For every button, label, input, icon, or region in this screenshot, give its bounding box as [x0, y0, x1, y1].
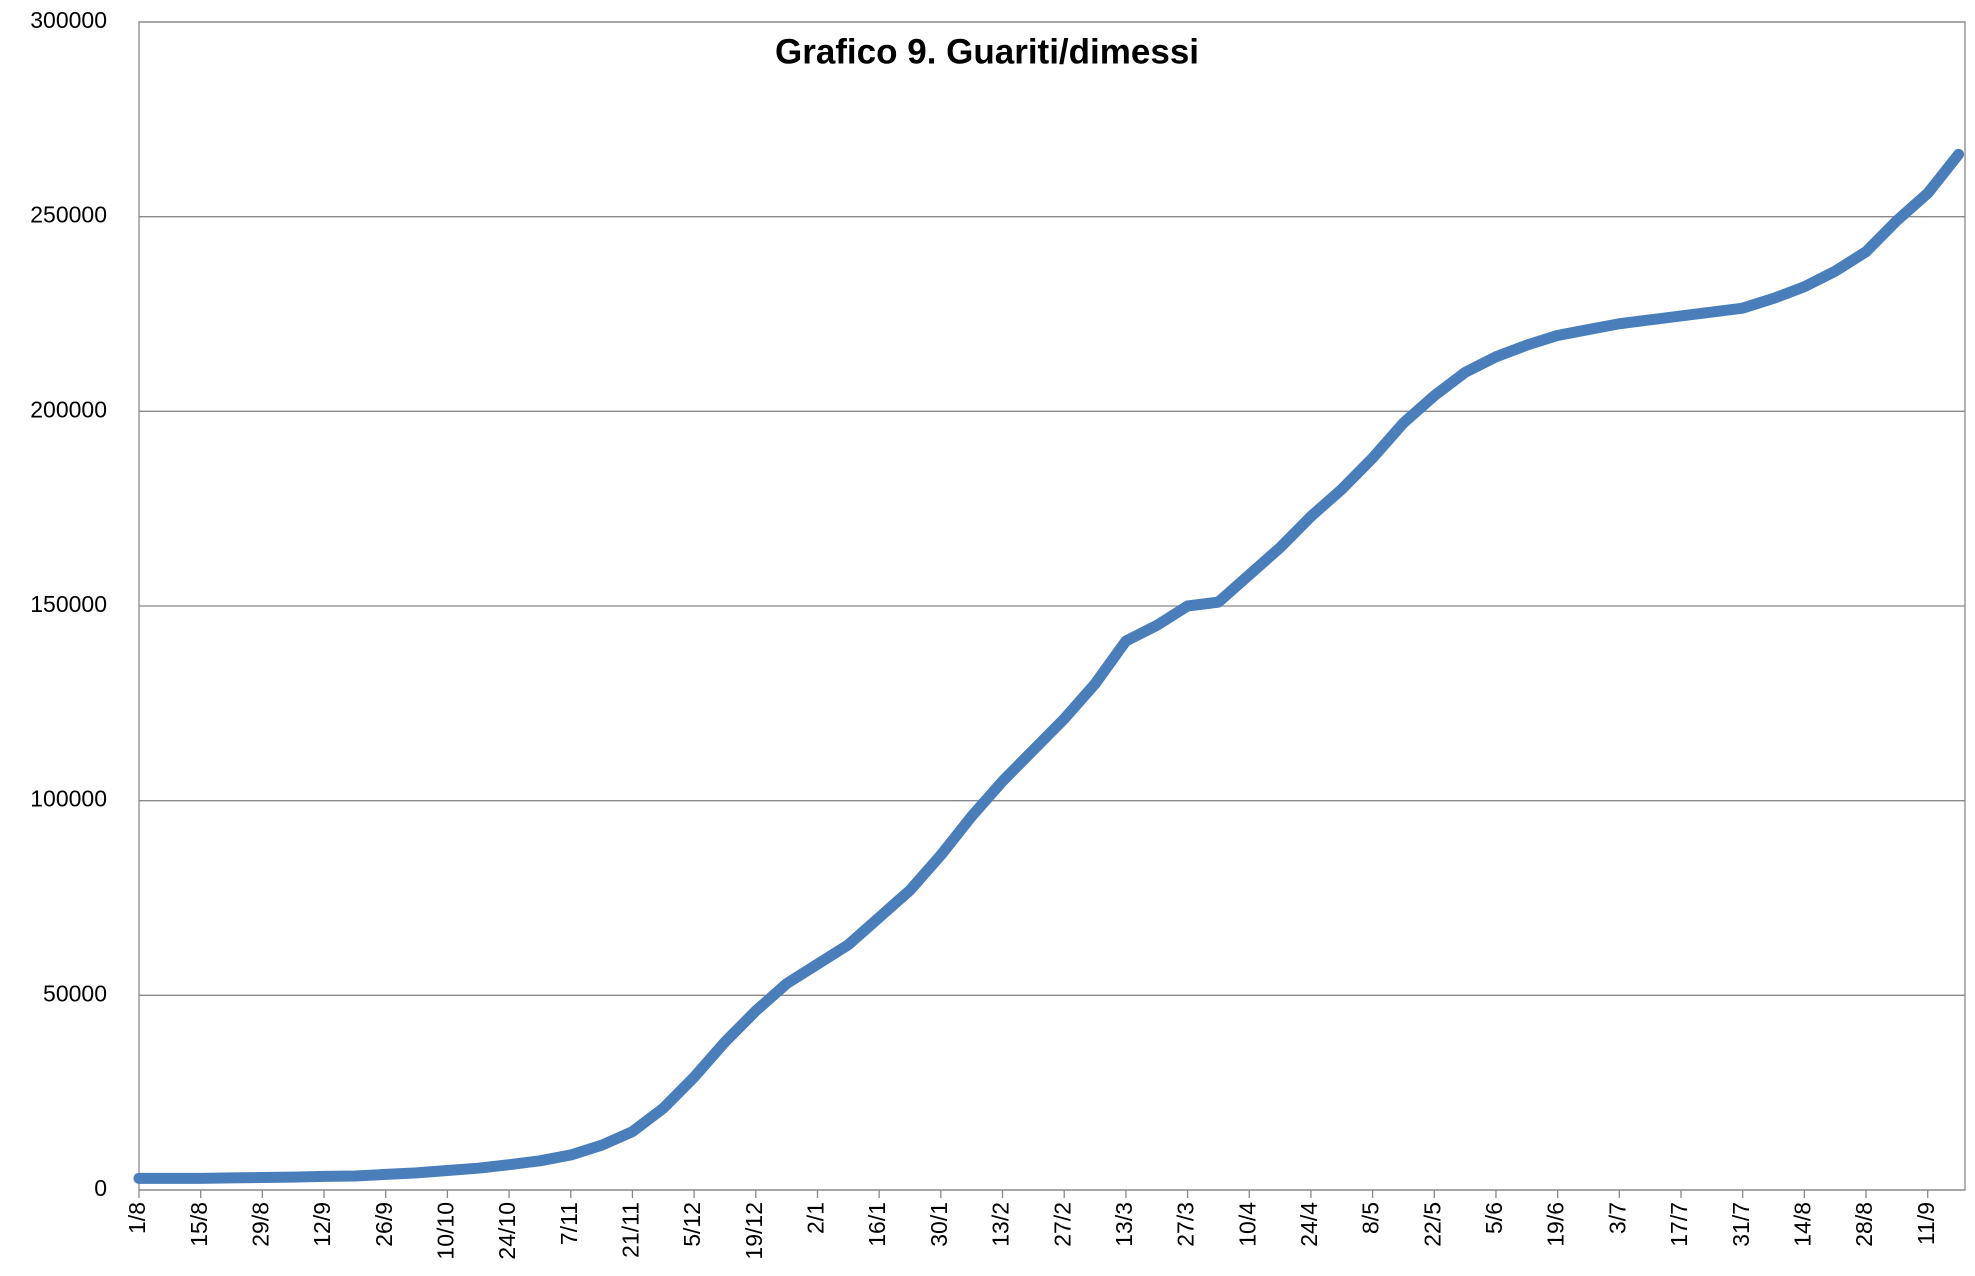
x-tick-label: 30/1	[926, 1202, 952, 1247]
x-tick-label: 11/9	[1913, 1202, 1939, 1245]
x-tick-label: 24/4	[1296, 1202, 1322, 1247]
x-tick-label: 10/4	[1234, 1202, 1260, 1247]
x-tick-label: 22/5	[1419, 1202, 1445, 1247]
chart-title: Grafico 9. Guariti/dimessi	[775, 32, 1199, 71]
y-tick-label: 250000	[30, 202, 107, 228]
x-tick-label: 19/6	[1543, 1202, 1569, 1247]
x-tick-label: 8/5	[1358, 1202, 1384, 1234]
y-tick-label: 0	[94, 1175, 107, 1201]
x-tick-label: 12/9	[309, 1202, 335, 1247]
x-tick-label: 5/12	[679, 1202, 705, 1247]
x-tick-label: 7/11	[556, 1202, 582, 1245]
x-tick-label: 15/8	[186, 1202, 212, 1247]
x-tick-label: 21/11	[618, 1202, 644, 1258]
x-tick-label: 1/8	[124, 1202, 150, 1234]
x-tick-label: 19/12	[741, 1202, 767, 1260]
x-tick-label: 3/7	[1604, 1202, 1630, 1234]
x-tick-label: 27/2	[1049, 1202, 1075, 1247]
x-tick-label: 2/1	[803, 1202, 829, 1234]
x-tick-label: 31/7	[1728, 1202, 1754, 1247]
x-tick-label: 28/8	[1851, 1202, 1877, 1247]
x-tick-label: 10/10	[432, 1202, 458, 1260]
data-line	[133, 148, 1965, 1184]
x-tick-label: 24/10	[494, 1202, 520, 1260]
x-tick-label: 5/6	[1481, 1202, 1507, 1234]
x-tick-label: 13/3	[1111, 1202, 1137, 1247]
x-tick-label: 27/3	[1173, 1202, 1199, 1247]
y-tick-label: 150000	[30, 591, 107, 617]
x-tick-label: 17/7	[1666, 1202, 1692, 1247]
y-tick-label: 50000	[43, 980, 107, 1006]
x-tick-label: 16/1	[864, 1202, 890, 1247]
x-tick-label: 13/2	[988, 1202, 1014, 1247]
y-tick-label: 300000	[30, 7, 107, 33]
y-tick-label: 100000	[30, 786, 107, 812]
x-tick-label: 14/8	[1789, 1202, 1815, 1247]
y-tick-label: 200000	[30, 396, 107, 422]
x-tick-label: 26/9	[371, 1202, 397, 1247]
x-tick-label: 29/8	[247, 1202, 273, 1247]
